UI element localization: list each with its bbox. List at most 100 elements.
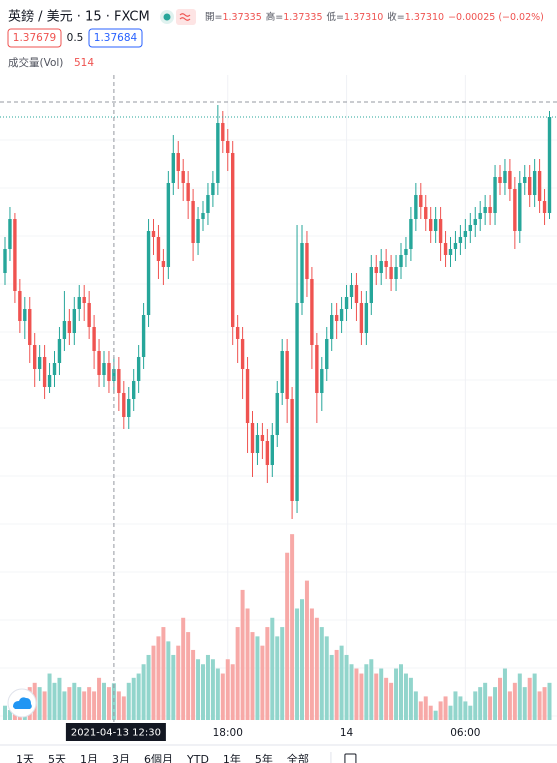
volume-bar (97, 677, 102, 720)
volume-bar (403, 673, 408, 720)
candle-body (528, 177, 532, 195)
volume-bar (354, 668, 359, 720)
volume-bar (300, 599, 304, 720)
range-button[interactable]: 全部 (287, 752, 309, 763)
candle-body (547, 117, 552, 213)
candle-body (513, 189, 517, 231)
ohlc-value: 1.37310 (344, 12, 383, 23)
volume-bar (428, 705, 433, 720)
volume-bar (146, 654, 151, 720)
candle-body (433, 219, 438, 231)
symbol-title[interactable]: 英鎊 / 美元 · 15 · FXCM (8, 9, 150, 25)
volume-bar (161, 627, 166, 720)
volume-bar (329, 654, 334, 720)
range-button[interactable]: 5天 (48, 753, 66, 763)
volume-bar (92, 691, 97, 720)
ask-price: 1.37684 (94, 32, 138, 44)
volume-bar (240, 589, 245, 720)
candle-body (146, 231, 151, 315)
volume-bar (235, 627, 240, 720)
volume-bar (547, 682, 552, 720)
candle-body (112, 369, 116, 381)
candle-body (537, 171, 542, 201)
status-dot (163, 13, 171, 21)
delay-badge[interactable] (176, 9, 196, 25)
volume-bar (334, 649, 339, 720)
candle-body (518, 183, 522, 231)
candle-body (325, 339, 329, 369)
candle-body (438, 219, 443, 243)
volume-bar (210, 659, 215, 720)
candle-body (62, 321, 67, 339)
candle-body (3, 249, 7, 273)
candle-body (136, 357, 141, 381)
candle-body (330, 315, 334, 339)
candle-body (503, 171, 507, 183)
crosshair-label: 2021-04-13 12:30 (71, 728, 161, 739)
candle-body (33, 345, 37, 369)
candle-body (493, 177, 497, 213)
candle-body (231, 153, 235, 327)
x-tick-label: 06:00 (450, 727, 480, 739)
volume-bar (62, 691, 67, 720)
ohlc-label: 收= (387, 11, 404, 23)
volume-bar (339, 645, 344, 720)
volume-bar (483, 682, 488, 720)
volume-bar (250, 632, 255, 720)
candle-body (265, 441, 270, 465)
x-tick-label: 18:00 (213, 727, 243, 739)
candle-body (37, 357, 42, 369)
volume-bar (408, 677, 413, 720)
volume-bar (285, 552, 290, 720)
volume-bar (359, 673, 364, 720)
bid-box[interactable] (7, 28, 62, 48)
range-button[interactable]: 5年 (255, 752, 273, 763)
candle-body (8, 219, 12, 249)
volume-bar (42, 691, 47, 720)
candle-body (166, 183, 171, 267)
volume-bar (379, 668, 384, 720)
volume-bar (181, 617, 186, 720)
spread: 0.5 (67, 32, 84, 44)
volume-bar (106, 687, 111, 720)
range-button[interactable]: 1天 (16, 753, 34, 763)
candle-body (92, 327, 96, 351)
volume-bar (304, 580, 309, 720)
candle-body (310, 279, 314, 345)
volume-bar (57, 677, 62, 720)
volume-bar (121, 696, 126, 720)
volume-bar (527, 677, 532, 720)
candle-body (374, 267, 378, 273)
range-button[interactable]: 6個月 (144, 753, 173, 763)
ohlc-value: 1.37335 (222, 12, 261, 23)
candle-body (300, 243, 304, 303)
volume-bar (364, 664, 369, 720)
volume-label: 成交量(Vol) (8, 56, 63, 69)
volume-bar (141, 664, 146, 720)
date-range-icon[interactable] (344, 753, 357, 763)
candle-body (97, 351, 101, 375)
candle-body (394, 267, 398, 279)
candle-body (488, 207, 492, 213)
volume-bar (280, 627, 285, 720)
range-button[interactable]: YTD (186, 753, 209, 763)
range-button[interactable]: 1年 (223, 752, 241, 763)
candle-body (72, 309, 76, 333)
volume-bar (458, 696, 463, 720)
volume-bar (102, 682, 106, 720)
volume-bar (324, 636, 329, 720)
range-button[interactable]: 3月 (112, 753, 130, 763)
volume-bar (245, 608, 250, 720)
range-button[interactable]: 1月 (80, 753, 98, 763)
volume-bar (374, 673, 379, 720)
ask-box[interactable] (88, 28, 143, 48)
crosshair-label-box (65, 723, 166, 741)
candle-body (77, 297, 81, 309)
candle-body (453, 243, 458, 249)
candle-body (226, 141, 230, 153)
ohlc-label: 低= (327, 11, 344, 23)
volume-bar (156, 636, 161, 720)
candle-body (379, 261, 383, 273)
volume-bar (423, 696, 428, 720)
